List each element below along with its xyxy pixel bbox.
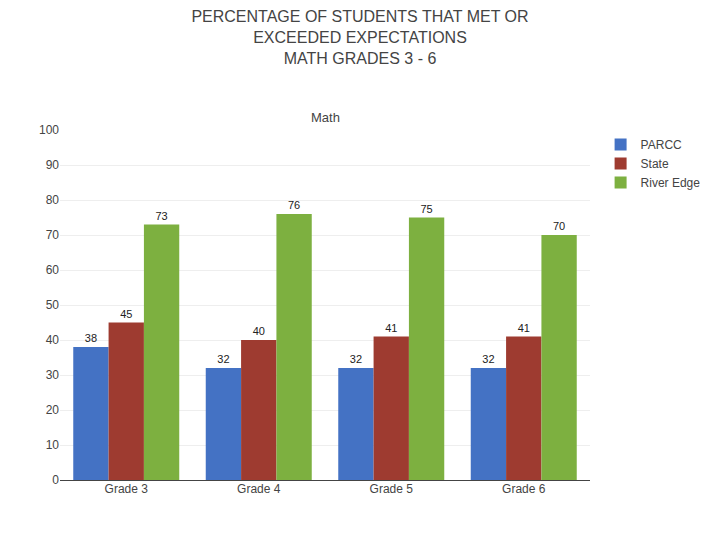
svg-text:40: 40	[46, 333, 60, 347]
svg-text:Grade 3: Grade 3	[105, 482, 149, 496]
svg-text:90: 90	[46, 158, 60, 172]
svg-text:State: State	[641, 157, 669, 171]
svg-text:10: 10	[46, 438, 60, 452]
svg-text:73: 73	[155, 210, 167, 222]
svg-text:PARCC: PARCC	[641, 138, 682, 152]
svg-text:Grade 4: Grade 4	[237, 482, 281, 496]
svg-text:30: 30	[46, 368, 60, 382]
svg-text:Grade 6: Grade 6	[502, 482, 546, 496]
svg-text:River Edge: River Edge	[641, 176, 701, 190]
svg-text:Math: Math	[311, 110, 340, 125]
svg-text:0: 0	[52, 473, 59, 487]
svg-text:32: 32	[350, 353, 362, 365]
svg-text:60: 60	[46, 263, 60, 277]
svg-text:50: 50	[46, 298, 60, 312]
svg-text:45: 45	[120, 308, 132, 320]
svg-text:80: 80	[46, 193, 60, 207]
svg-text:41: 41	[518, 322, 530, 334]
svg-text:PERCENTAGE OF STUDENTS THAT ME: PERCENTAGE OF STUDENTS THAT MET OREXCEED…	[191, 8, 528, 67]
svg-text:100: 100	[39, 123, 59, 137]
svg-text:76: 76	[288, 199, 300, 211]
svg-text:75: 75	[420, 203, 432, 215]
svg-text:41: 41	[385, 322, 397, 334]
svg-text:38: 38	[85, 332, 97, 344]
svg-text:32: 32	[217, 353, 229, 365]
svg-text:32: 32	[482, 353, 494, 365]
svg-text:70: 70	[46, 228, 60, 242]
svg-text:70: 70	[553, 220, 565, 232]
svg-text:20: 20	[46, 403, 60, 417]
svg-text:Grade 5: Grade 5	[370, 482, 414, 496]
svg-text:40: 40	[253, 325, 265, 337]
